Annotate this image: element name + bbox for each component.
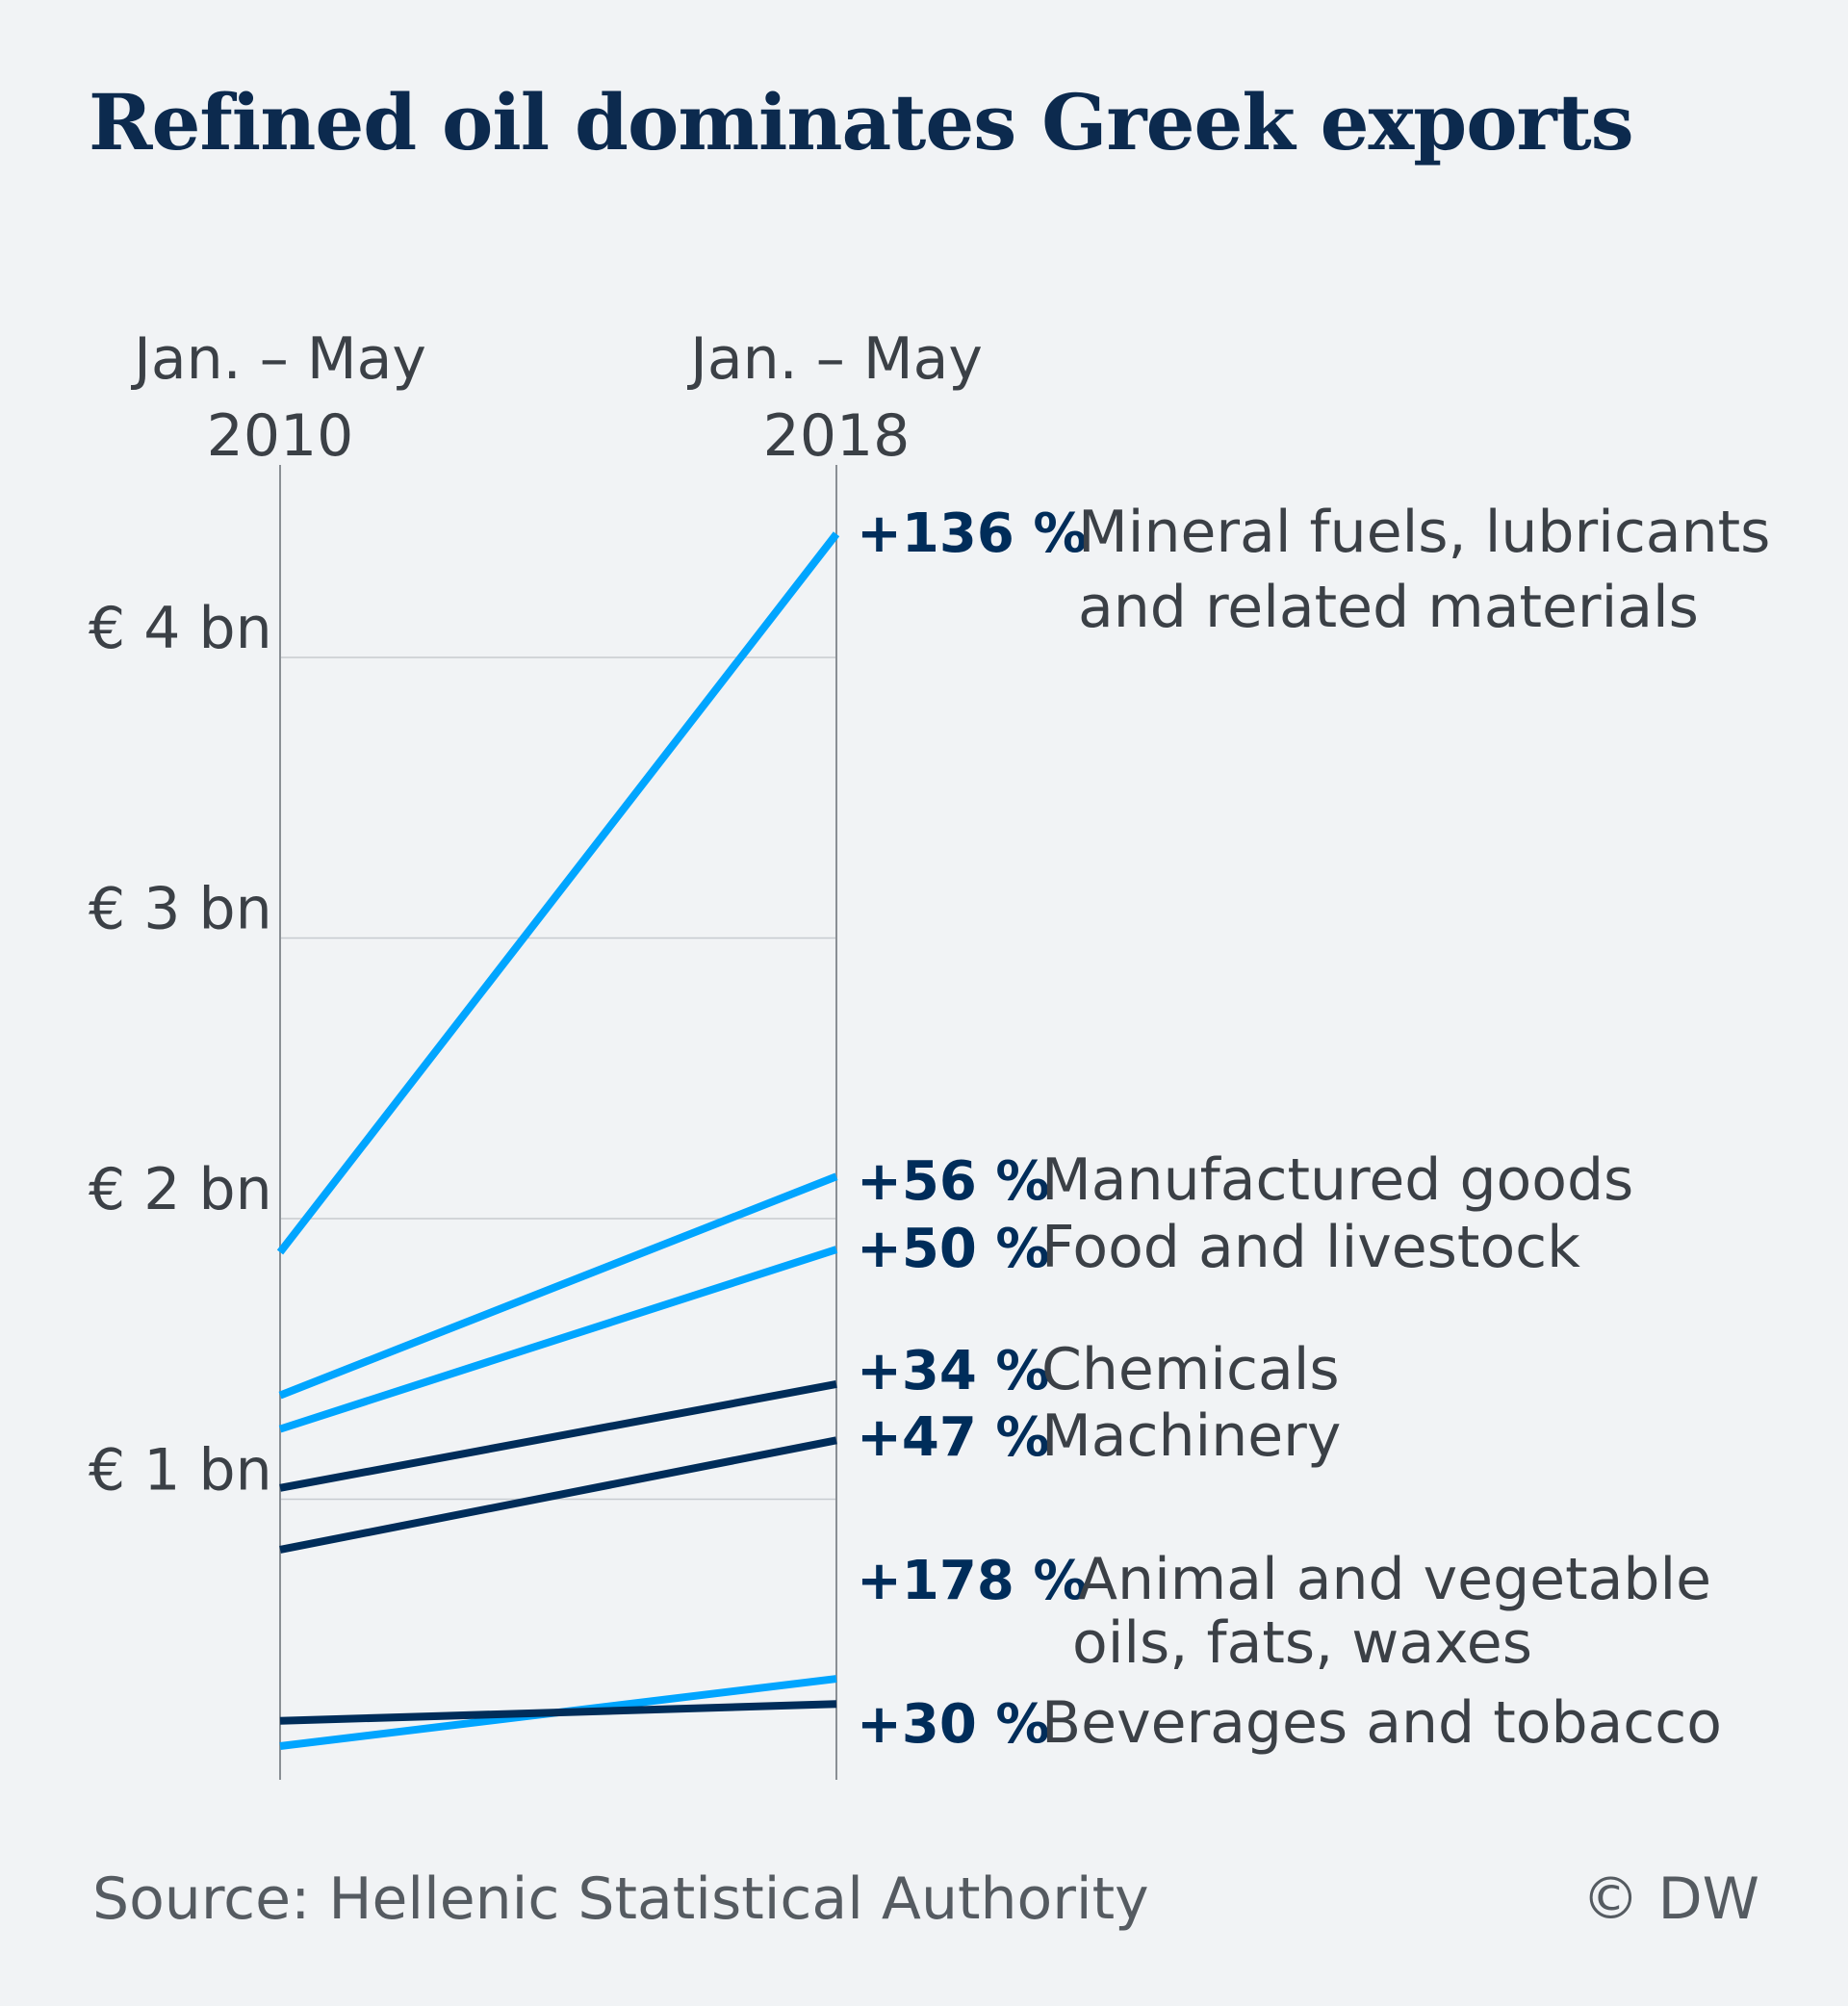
series-label: Machinery	[1041, 1402, 1341, 1470]
series-label: Food and livestock	[1041, 1214, 1580, 1281]
series-line	[279, 1436, 837, 1554]
series-label: Beverages and tobacco	[1041, 1689, 1722, 1757]
change-label: +136 %	[857, 502, 1087, 565]
x-axis-label: 2010	[207, 402, 354, 470]
series-label: and related materials	[1078, 574, 1699, 641]
copyright-credit: © DW	[1581, 1865, 1759, 1933]
series-line	[279, 1700, 837, 1725]
series-line	[276, 531, 840, 1255]
series-label: Manufactured goods	[1041, 1146, 1633, 1214]
change-label: +56 %	[857, 1150, 1049, 1213]
y-tick-label: € 4 bn	[89, 595, 272, 662]
y-tick-label: € 3 bn	[89, 876, 272, 943]
chart-title: Refined oil dominates Greek exports	[89, 77, 1634, 167]
series-label: Animal and vegetable	[1078, 1546, 1711, 1613]
change-label: +47 %	[857, 1406, 1049, 1469]
slope-chart: € 1 bn € 2 bn € 3 bn € 4 bn Jan. – May 2010 Ja…	[89, 325, 1770, 1780]
series-line	[278, 1172, 838, 1400]
x-axis-label: Jan. – May	[686, 325, 983, 393]
change-label: +30 %	[857, 1693, 1049, 1756]
y-tick-label: € 2 bn	[89, 1156, 272, 1223]
series-line	[278, 1246, 838, 1433]
change-label: +34 %	[857, 1340, 1049, 1402]
series-label: Mineral fuels, lubricants	[1078, 499, 1770, 566]
x-axis-label: 2018	[763, 402, 911, 470]
series-label: oils, fats, waxes	[1072, 1609, 1532, 1677]
series-line	[279, 1380, 837, 1492]
x-axis-label: Jan. – May	[130, 325, 426, 393]
y-tick-label: € 1 bn	[89, 1437, 272, 1504]
change-label: +50 %	[857, 1218, 1049, 1280]
change-label: +178 %	[857, 1550, 1087, 1612]
series-label: Chemicals	[1041, 1336, 1340, 1403]
source-note: Source: Hellenic Statistical Authority	[92, 1865, 1149, 1933]
